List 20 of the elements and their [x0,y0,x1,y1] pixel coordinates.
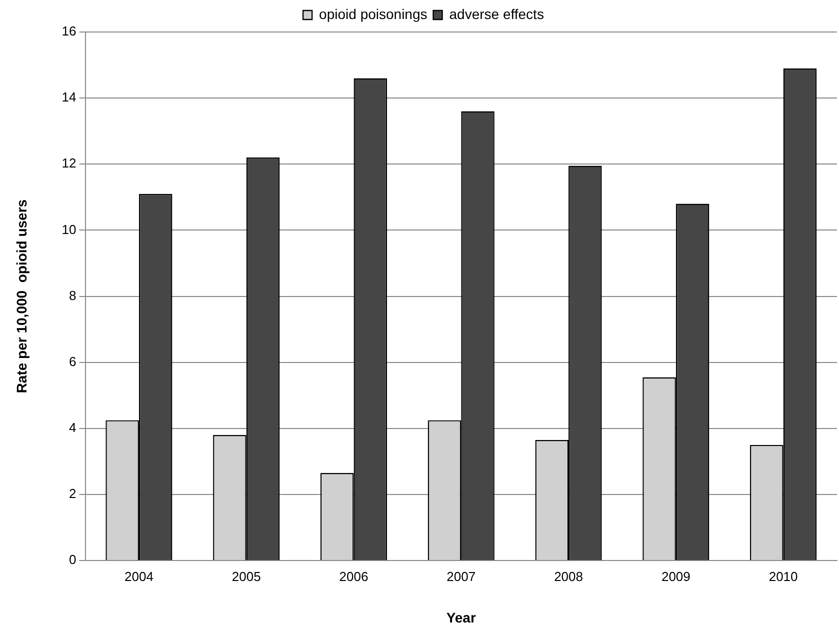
y-tick-label: 6 [69,354,76,369]
x-tick-label: 2004 [124,568,154,584]
y-tick-label: 16 [62,24,76,39]
x-tick-label: 2007 [446,568,476,584]
y-tick-label: 4 [69,420,76,436]
y-tick-label: 0 [69,552,76,568]
x-tick-label: 2008 [554,568,583,584]
legend-label: opioid poisonings [319,6,428,22]
x-tick-label: 2005 [232,568,261,584]
y-tick-label: 2 [69,486,76,502]
x-tick-label: 2010 [768,568,798,584]
y-axis-title: Rate per 10,000 opioid users [13,199,30,394]
y-tick-label: 12 [62,156,76,171]
y-tick-label: 10 [62,222,76,237]
x-axis-title: Year [446,609,476,626]
x-tick-label: 2009 [661,568,690,584]
legend-label: adverse effects [449,6,544,22]
y-tick-label: 14 [62,90,76,105]
y-tick-label: 8 [69,288,76,303]
x-tick-label: 2006 [339,568,368,584]
